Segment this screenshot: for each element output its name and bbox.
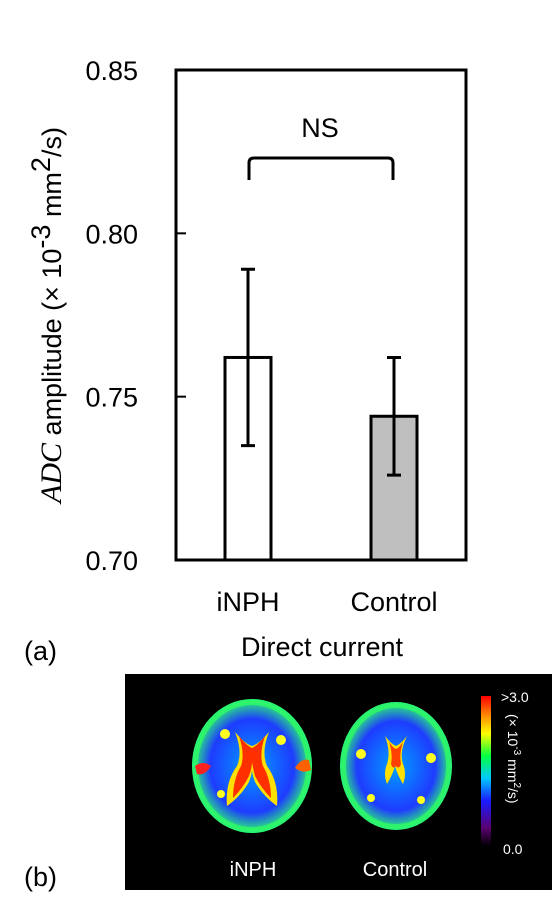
plot-frame	[174, 68, 468, 562]
brain-caption-control: Control	[363, 859, 427, 881]
error-bar-inph	[241, 267, 255, 448]
y-tick-label: 0.70	[85, 546, 138, 576]
colorbar-unit-label: (× 10-3 mm2/s)	[505, 714, 522, 804]
significance-label: NS	[301, 113, 339, 143]
y-tick-label: 0.85	[85, 56, 138, 86]
y-tick-label: 0.80	[85, 219, 138, 249]
brain-caption-inph: iNPH	[230, 859, 277, 881]
adc-maps: iNPH Control >3.0 0.0 (× 10-3 mm2/s)	[192, 689, 529, 881]
y-tick-label: 0.75	[85, 383, 138, 413]
panel-label-a: (a)	[24, 636, 57, 666]
x-axis-title: Direct current	[241, 632, 404, 662]
colorbar	[481, 696, 491, 846]
panel-label-b: (b)	[24, 862, 57, 892]
colorbar-max-label: >3.0	[501, 689, 529, 705]
significance-bracket	[247, 156, 395, 180]
x-category-label-inph: iNPH	[216, 587, 279, 617]
y-axis-title: ADC amplitude (× 10-3 mm2/s)	[26, 127, 68, 505]
adc-map-panel: iNPH Control >3.0 0.0 (× 10-3 mm2/s)	[125, 674, 552, 890]
error-bar-control	[387, 355, 401, 477]
x-category-label-control: Control	[350, 587, 437, 617]
bar-chart: 0.70 0.75 0.80 0.85 NS ADC amplitude (× 10-…	[26, 56, 468, 662]
inph-adc-map	[192, 699, 312, 833]
colorbar-min-label: 0.0	[503, 841, 523, 857]
control-adc-map	[340, 702, 452, 830]
